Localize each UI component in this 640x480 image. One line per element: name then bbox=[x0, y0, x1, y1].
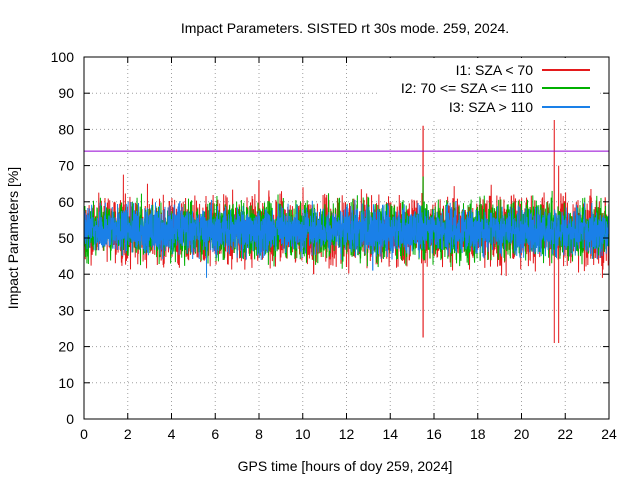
x-tick-label: 24 bbox=[601, 426, 617, 442]
x-tick-label: 0 bbox=[80, 426, 88, 442]
x-tick-label: 20 bbox=[514, 426, 530, 442]
x-tick-label: 12 bbox=[339, 426, 355, 442]
legend-label-i2: I2: 70 <= SZA <= 110 bbox=[401, 80, 533, 96]
y-tick-label: 0 bbox=[66, 411, 74, 427]
x-tick-label: 16 bbox=[426, 426, 442, 442]
x-tick-label: 4 bbox=[168, 426, 176, 442]
y-tick-label: 50 bbox=[58, 230, 74, 246]
x-tick-label: 14 bbox=[382, 426, 398, 442]
x-axis-label: GPS time [hours of doy 259, 2024] bbox=[238, 458, 453, 474]
y-axis-label: Impact Parameters [%] bbox=[5, 167, 21, 309]
y-tick-label: 10 bbox=[58, 375, 74, 391]
x-tick-label: 10 bbox=[295, 426, 311, 442]
y-tick-label: 80 bbox=[58, 121, 74, 137]
y-tick-label: 90 bbox=[58, 85, 74, 101]
legend-label-i3: I3: SZA > 110 bbox=[449, 99, 533, 115]
x-tick-label: 22 bbox=[557, 426, 573, 442]
x-tick-label: 18 bbox=[470, 426, 486, 442]
chart-title: Impact Parameters. SISTED rt 30s mode. 2… bbox=[181, 20, 509, 36]
y-tick-label: 100 bbox=[51, 49, 75, 65]
legend: I1: SZA < 70 I2: 70 <= SZA <= 110 I3: SZ… bbox=[380, 58, 600, 120]
series-layer bbox=[84, 80, 609, 343]
series-line-3 bbox=[84, 199, 609, 278]
y-tick-label: 60 bbox=[58, 194, 74, 210]
legend-label-i1: I1: SZA < 70 bbox=[456, 62, 534, 78]
y-tick-label: 70 bbox=[58, 158, 74, 174]
x-tick-label: 6 bbox=[211, 426, 219, 442]
y-tick-label: 40 bbox=[58, 266, 74, 282]
y-tick-label: 30 bbox=[58, 302, 74, 318]
y-tick-label: 20 bbox=[58, 339, 74, 355]
axis-ticks: 0 2 4 6 8 10 12 14 16 18 20 22 240102030405060708090… bbox=[51, 49, 617, 442]
x-tick-label: 8 bbox=[255, 426, 263, 442]
x-tick-label: 2 bbox=[124, 426, 132, 442]
